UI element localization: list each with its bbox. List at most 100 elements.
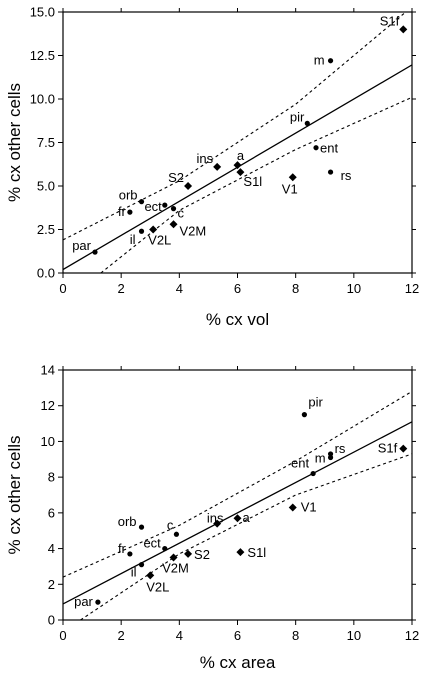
point-label: S1l (247, 545, 266, 560)
data-point-diamond (399, 25, 408, 34)
x-tick-label: 6 (234, 628, 241, 643)
point-label: ins (207, 511, 224, 526)
x-tick-label: 2 (118, 628, 125, 643)
y-axis-title: % cx other cells (5, 435, 24, 554)
y-tick-label: 5.0 (37, 179, 55, 194)
x-axis-title: % cx area (200, 653, 276, 672)
x-tick-label: 0 (59, 281, 66, 296)
confidence-band-upper (63, 390, 412, 578)
point-label: fr (118, 541, 127, 556)
point-label: ect (144, 199, 162, 214)
data-point-circle (304, 120, 310, 126)
point-label: il (130, 232, 136, 247)
point-label: pir (290, 109, 305, 124)
y-tick-label: 8 (48, 470, 55, 485)
y-tick-label: 2 (48, 577, 55, 592)
data-point-diamond (236, 548, 245, 557)
x-tick-label: 12 (405, 281, 419, 296)
point-label: V1 (282, 181, 298, 196)
data-point-diamond (169, 220, 178, 229)
data-point-circle (313, 145, 319, 151)
plot-lines (63, 390, 412, 620)
point-label: a (237, 148, 245, 163)
data-point-circle (92, 249, 98, 255)
x-tick-label: 6 (234, 281, 241, 296)
y-tick-label: 7.5 (37, 135, 55, 150)
data-point-diamond (184, 182, 193, 190)
plot-lines (63, 12, 412, 273)
point-label: c (167, 517, 174, 532)
data-point-circle (301, 412, 307, 418)
data-point-diamond (288, 503, 297, 512)
point-label: pir (308, 395, 323, 410)
point-label: rs (335, 441, 346, 456)
data-point-circle (327, 58, 334, 64)
data-point-diamond (213, 162, 222, 171)
data-point-circle (138, 524, 145, 530)
y-tick-label: 15.0 (30, 5, 55, 20)
point-label: m (315, 451, 326, 466)
point-label: par (72, 238, 91, 253)
y-tick-label: 0 (48, 613, 55, 628)
data-point-circle (162, 202, 168, 208)
data-point-circle (170, 206, 177, 212)
y-tick-label: 12.5 (30, 48, 55, 63)
point-label: m (314, 53, 325, 68)
y-tick-label: 10.0 (30, 92, 55, 107)
y-tick-label: 2.5 (37, 222, 55, 237)
confidence-band-upper (63, 12, 407, 241)
data-point-circle (162, 545, 168, 552)
data-point-circle (327, 451, 334, 457)
y-tick-label: 4 (48, 541, 55, 556)
point-label: c (178, 206, 185, 221)
data-point-diamond (184, 549, 193, 558)
point-label: V2L (148, 233, 171, 248)
panel-vol: 0 2 4 6 8 10 12 0.0 2.5 5.0 7.5 10.0 12.5 15.0 % cx vo… (5, 5, 419, 330)
x-tick-label: 8 (292, 281, 299, 296)
data-point-circle (173, 531, 180, 537)
data-point-diamond (169, 553, 178, 562)
point-label: ent (320, 141, 338, 156)
x-tick-label: 0 (59, 628, 66, 643)
data-point-diamond (213, 519, 222, 528)
point-label: a (243, 510, 251, 525)
data-point-diamond (236, 168, 245, 177)
data-point-diamond (149, 225, 158, 234)
x-tick-label: 10 (347, 281, 361, 296)
y-axis-title: % cx other cells (5, 83, 24, 202)
point-label: V2M (162, 561, 189, 576)
data-point-diamond (288, 173, 297, 182)
point-label: V2L (146, 579, 169, 594)
point-label: V1 (301, 500, 317, 515)
data-point-diamond (146, 571, 155, 580)
data-point-circle (138, 199, 145, 205)
x-tick-label: 4 (176, 281, 183, 296)
point-label: il (131, 565, 137, 580)
data-point-circle (127, 209, 133, 215)
point-label: ect (143, 536, 161, 551)
x-axis-title: % cx vol (206, 310, 269, 329)
point-label: S1l (243, 174, 262, 189)
y-tick-label: 0.0 (37, 266, 55, 281)
data-point-diamond (399, 444, 408, 453)
point-label: rs (341, 168, 352, 183)
point-label: fr (118, 204, 127, 219)
x-tick-label: 8 (292, 628, 299, 643)
panel-area: 0 2 4 6 8 10 12 0 2 4 6 8 10 12 14 % cx area % cx other … (5, 363, 419, 673)
y-tick-label: 14 (41, 363, 55, 378)
point-label: ent (291, 456, 309, 471)
data-point-diamond (233, 161, 242, 170)
x-tick-label: 10 (347, 628, 361, 643)
data-point-circle (327, 169, 334, 175)
point-label: orb (118, 514, 137, 529)
data-point-circle (95, 599, 101, 605)
point-label: S2 (168, 170, 184, 185)
regression-line (63, 421, 412, 605)
point-label: S2 (194, 547, 210, 562)
data-point-diamond (233, 514, 242, 523)
x-tick-label: 4 (176, 628, 183, 643)
point-label: S1f (380, 13, 400, 28)
x-tick-label: 2 (118, 281, 125, 296)
point-label: ins (197, 151, 214, 166)
